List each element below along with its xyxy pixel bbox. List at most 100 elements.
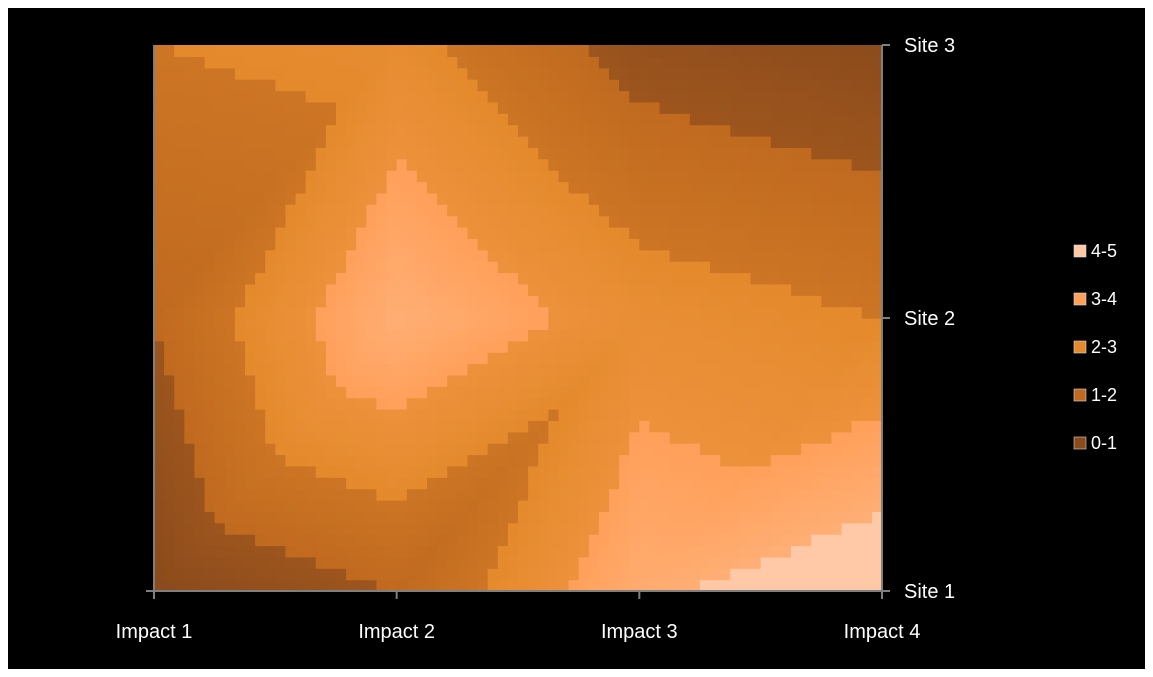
contour-cell [538,272,549,285]
contour-cell [659,249,671,262]
contour-cell [629,136,640,148]
contour-cell [669,340,681,353]
contour-cell [791,204,802,217]
contour-cell [770,192,782,205]
contour-cell [528,488,539,501]
contour-cell [528,295,539,308]
contour-cell [174,113,185,126]
contour-cell [568,340,580,353]
contour-cell [325,465,337,478]
contour-cell [568,488,580,501]
contour-cell [791,56,802,69]
contour-cell [720,511,731,524]
contour-cell [437,158,448,171]
contour-cell [861,465,873,478]
contour-cell [548,454,560,467]
contour-cell [406,511,418,524]
contour-cell [214,295,226,308]
contour-cell [730,238,742,251]
contour-cell [214,420,226,433]
contour-cell [710,397,721,410]
contour-cell [224,101,236,114]
contour-cell [487,56,499,69]
contour-cell [770,556,782,569]
contour-cell [548,306,560,319]
contour-cell [629,192,640,205]
contour-cell [366,215,378,228]
contour-cell [861,579,873,592]
contour-cell [619,443,630,456]
contour-cell [578,386,590,399]
contour-cell [396,136,408,148]
contour-cell [366,454,378,467]
contour-cell [780,192,792,205]
contour-cell [275,249,287,262]
contour-cell [528,363,539,376]
contour-cell [406,397,418,410]
contour-cell [639,158,651,171]
contour-cell [285,318,297,330]
contour-cell [861,101,873,114]
contour-cell [477,431,489,444]
contour-cell [265,397,276,410]
contour-cell [528,124,539,137]
contour-cell [234,204,246,217]
contour-cell [295,409,307,421]
contour-cell [265,113,276,126]
contour-cell [588,136,600,148]
contour-cell [305,409,317,421]
contour-cell [861,90,873,103]
contour-cell [245,465,256,478]
contour-cell [558,181,570,194]
contour-cell [437,204,448,217]
contour-cell [760,534,772,547]
contour-cell [538,113,549,126]
contour-cell [295,272,307,285]
contour-cell [821,568,833,581]
contour-cell [224,568,236,581]
contour-cell [679,431,691,444]
contour-cell [497,56,509,69]
contour-cell [234,283,246,296]
contour-cell [305,67,317,80]
contour-cell [265,215,276,228]
contour-cell [325,136,337,148]
contour-cell [487,534,499,547]
contour-cell [649,136,661,148]
contour-cell [791,318,802,330]
contour-cell [497,45,509,57]
contour-cell [477,238,489,251]
contour-cell [336,374,347,387]
contour-cell [214,579,226,592]
contour-cell [406,147,418,160]
contour-cell [750,545,762,558]
contour-cell [730,147,742,160]
contour-cell [710,465,721,478]
contour-cell [497,511,509,524]
contour-cell [841,45,853,57]
contour-cell [720,136,731,148]
contour-cell [164,363,175,376]
contour-cell [538,56,549,69]
contour-cell [336,568,347,581]
contour-cell [437,431,448,444]
contour-cell [720,374,731,387]
contour-cell [154,511,165,524]
contour-cell [851,409,863,421]
contour-cell [467,272,479,285]
contour-cell [396,227,408,239]
contour-cell [437,454,448,467]
contour-cell [548,500,560,512]
contour-cell [639,534,651,547]
contour-cell [851,124,863,137]
contour-cell [255,454,266,467]
contour-cell [416,397,428,410]
contour-cell [437,397,448,410]
contour-cell [588,124,600,137]
contour-cell [265,465,276,478]
contour-cell [487,465,499,478]
contour-cell [649,465,661,478]
contour-cell [740,113,752,126]
contour-cell [477,67,489,80]
contour-cell [740,192,752,205]
